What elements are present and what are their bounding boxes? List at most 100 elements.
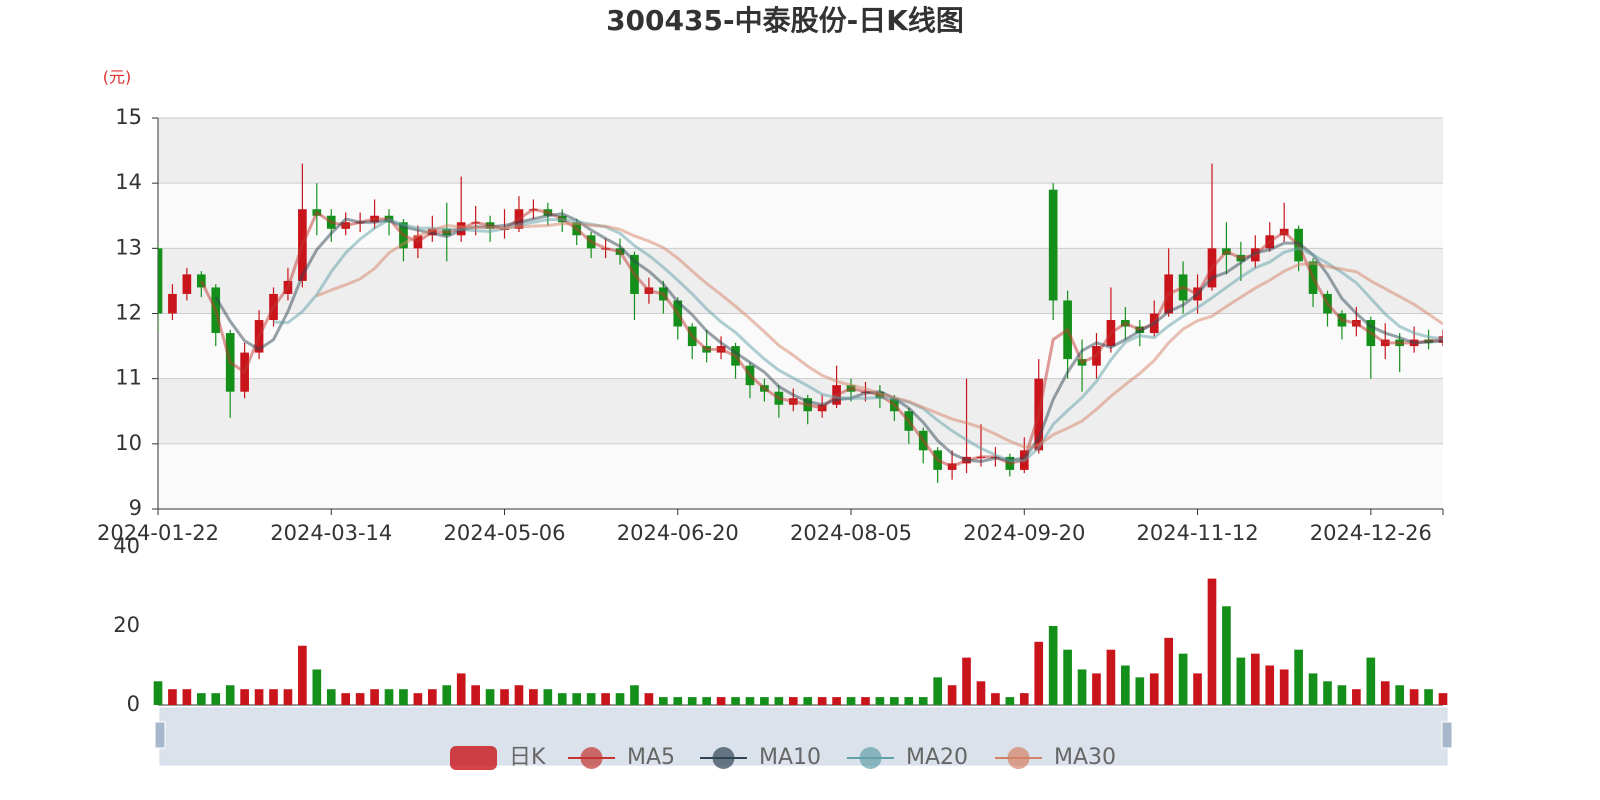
volume-bar (760, 697, 769, 705)
legend-label: MA30 (1054, 745, 1116, 770)
y-tick-label: 9 (129, 496, 142, 520)
volume-bar (918, 697, 928, 705)
ma-line (316, 222, 1443, 449)
ma-line (214, 212, 1443, 463)
volume-bar (283, 689, 293, 705)
split-area (158, 118, 1443, 184)
volume-bar (1366, 657, 1376, 705)
zoom-slider[interactable] (159, 707, 1448, 766)
volume-bar (673, 697, 683, 705)
volume-bar (182, 689, 192, 705)
volume-bar (1164, 637, 1174, 705)
volume-bar (341, 693, 351, 705)
x-tick-label: 2024-09-20 (963, 521, 1085, 545)
volume-bar (644, 693, 654, 705)
legend-icon (859, 747, 882, 769)
legend-item[interactable]: MA30 (995, 745, 1116, 770)
candle-body (158, 248, 163, 314)
legend-label: 日K (509, 745, 546, 770)
legend-label: MA20 (906, 745, 968, 770)
volume-bar (1149, 673, 1159, 705)
volume-bar (1409, 689, 1419, 705)
volume-bar (442, 685, 452, 705)
volume-bar (1193, 673, 1202, 705)
y-tick-label: 40 (113, 534, 140, 558)
volume-bar (456, 673, 466, 705)
volume-bar (630, 685, 639, 705)
volume-bar (254, 689, 264, 705)
volume-bar (1265, 665, 1275, 705)
x-tick-label: 2024-06-20 (617, 521, 739, 545)
ma-line (273, 218, 1443, 463)
volume-bar (976, 681, 986, 705)
volume-bar (1395, 685, 1405, 705)
volume-bar (427, 689, 437, 705)
legend-icon (450, 746, 497, 770)
split-area (158, 378, 1443, 444)
legend-item[interactable]: MA10 (700, 745, 821, 770)
volume-bar (1106, 649, 1116, 705)
volume-bar (1092, 673, 1101, 705)
volume-bar (991, 693, 1000, 705)
y-tick-label: 11 (115, 366, 142, 390)
legend-label: MA10 (759, 745, 821, 770)
x-tick-label: 2024-01-22 (97, 521, 219, 545)
volume-bar (514, 685, 524, 705)
chart-title: 300435-中泰股份-日K线图 (606, 4, 964, 37)
volume-bar (298, 645, 307, 705)
volume-bar (803, 697, 813, 705)
volume-bar (355, 693, 365, 705)
volume-bar (225, 685, 235, 705)
volume-bar (240, 689, 249, 705)
volume-bar (1121, 665, 1130, 705)
volume-bar (485, 689, 495, 705)
volume-bar (702, 697, 711, 705)
legend-item[interactable]: MA20 (847, 745, 968, 770)
zoom-handle[interactable] (1441, 721, 1453, 749)
zoom-handle[interactable] (154, 721, 166, 749)
volume-bar (788, 697, 798, 705)
candle-body (196, 274, 206, 288)
volume-bar (1236, 657, 1246, 705)
volume-bar (875, 697, 885, 705)
volume-bar (399, 689, 408, 705)
volume-bar (196, 693, 206, 705)
volume-bar (370, 689, 379, 705)
volume-bar (1438, 693, 1448, 705)
volume-bar (326, 689, 336, 705)
y-tick-label: 14 (115, 170, 142, 194)
plot-area (158, 118, 1443, 509)
volume-bar (861, 697, 870, 705)
volume-bar (745, 697, 755, 705)
legend-item[interactable]: MA5 (568, 745, 675, 770)
volume-bar (1222, 606, 1231, 705)
volume-bar (1178, 653, 1188, 705)
y-tick-label: 12 (115, 301, 142, 325)
volume-bar (1308, 673, 1318, 705)
volume-bar (1135, 677, 1145, 705)
volume-bar (716, 697, 726, 705)
y-tick-label: 0 (127, 692, 140, 716)
split-area (158, 183, 1443, 249)
volume-bar (615, 693, 625, 705)
volume-bar (312, 669, 322, 705)
volume-bar (500, 689, 509, 705)
volume-bar (1207, 578, 1217, 705)
volume-bar (1323, 681, 1332, 705)
volume-bar (890, 697, 899, 705)
split-area (158, 248, 1443, 314)
volume-bar (413, 693, 423, 705)
y-tick-label: 10 (115, 431, 142, 455)
volume-bar (557, 693, 567, 705)
volume-bar (846, 697, 856, 705)
x-tick-label: 2024-12-26 (1310, 521, 1432, 545)
volume-bar (543, 689, 553, 705)
legend-item[interactable]: 日K (450, 745, 546, 770)
volume-bar (1019, 693, 1029, 705)
volume-bar (1005, 697, 1015, 705)
y-unit: (元) (103, 68, 132, 87)
x-tick-label: 2024-08-05 (790, 521, 912, 545)
volume-bar (1063, 649, 1072, 705)
volume-bar (687, 697, 697, 705)
